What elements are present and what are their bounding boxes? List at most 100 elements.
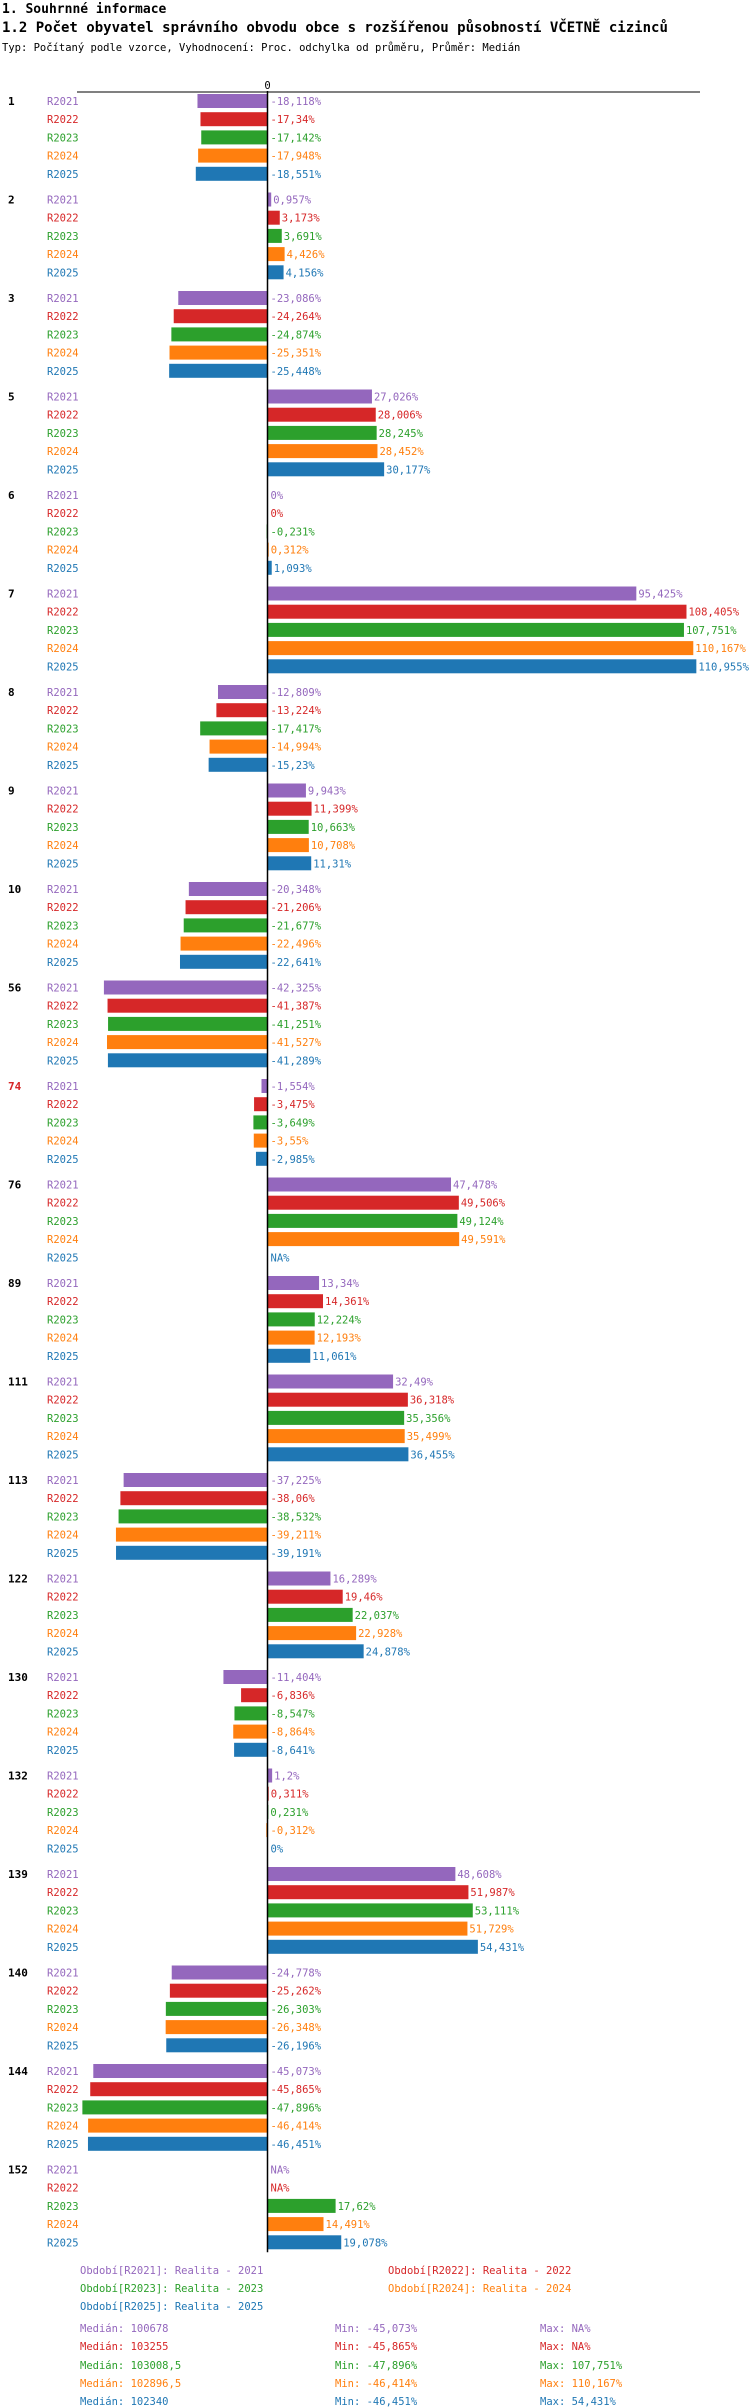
series-label-56-R2023: R2023 [47, 1019, 79, 1031]
series-label-7-R2024: R2024 [47, 643, 79, 655]
value-label-9-R2023: 10,663% [311, 822, 356, 834]
value-label-56-R2021: -42,325% [271, 983, 322, 995]
bar-111-R2023 [267, 1410, 405, 1425]
legend-entry: Období[R2024]: Realita - 2024 [388, 2283, 572, 2295]
series-label-89-R2025: R2025 [47, 1351, 79, 1363]
value-label-2-R2025: 4,156% [286, 267, 325, 279]
series-label-5-R2023: R2023 [47, 428, 79, 440]
group-label-10: 10 [8, 883, 21, 896]
bar-76-R2024 [267, 1232, 460, 1247]
value-label-9-R2024: 10,708% [311, 840, 356, 852]
value-label-122-R2023: 22,037% [355, 1610, 400, 1622]
value-label-5-R2025: 30,177% [386, 464, 431, 476]
bar-6-R2025 [267, 560, 272, 575]
value-label-89-R2023: 12,224% [317, 1314, 362, 1326]
series-label-8-R2021: R2021 [47, 687, 79, 699]
value-label-5-R2022: 28,006% [378, 410, 423, 422]
bar-139-R2024 [267, 1921, 468, 1936]
series-label-10-R2021: R2021 [47, 884, 79, 896]
value-label-10-R2023: -21,677% [271, 920, 322, 932]
series-label-10-R2025: R2025 [47, 957, 79, 969]
series-label-76-R2024: R2024 [47, 1234, 79, 1246]
series-label-7-R2025: R2025 [47, 661, 79, 673]
value-label-132-R2025: 0% [271, 1843, 284, 1855]
group-label-139: 139 [8, 1868, 28, 1881]
series-label-111-R2024: R2024 [47, 1431, 79, 1443]
series-label-7-R2023: R2023 [47, 625, 79, 637]
series-label-56-R2022: R2022 [47, 1001, 79, 1013]
bar-132-R2021 [267, 1768, 273, 1783]
value-label-74-R2021: -1,554% [271, 1081, 316, 1093]
bar-7-R2021 [267, 586, 637, 601]
value-label-10-R2025: -22,641% [271, 957, 322, 969]
bar-140-R2024 [165, 2020, 268, 2035]
series-label-2-R2025: R2025 [47, 267, 79, 279]
series-label-7-R2022: R2022 [47, 607, 79, 619]
bar-8-R2024 [209, 739, 268, 754]
series-label-9-R2021: R2021 [47, 786, 79, 798]
bar-113-R2025 [116, 1545, 268, 1560]
series-label-1-R2023: R2023 [47, 132, 79, 144]
group-label-1: 1 [8, 95, 15, 108]
value-label-152-R2024: 14,491% [326, 2219, 371, 2231]
value-label-6-R2023: -0,231% [271, 526, 316, 538]
bar-74-R2021 [261, 1079, 268, 1093]
series-label-152-R2024: R2024 [47, 2219, 79, 2231]
stat-max: Max: NA% [540, 2323, 591, 2335]
series-label-132-R2021: R2021 [47, 1771, 79, 1783]
value-label-132-R2024: -0,312% [271, 1825, 316, 1837]
bar-9-R2024 [267, 838, 309, 853]
group-label-152: 152 [8, 2164, 28, 2177]
series-label-111-R2022: R2022 [47, 1395, 79, 1407]
value-label-140-R2023: -26,303% [271, 2004, 322, 2016]
bar-122-R2024 [267, 1626, 357, 1641]
value-label-144-R2025: -46,451% [271, 2139, 322, 2151]
bar-144-R2023 [82, 2100, 268, 2115]
bar-111-R2024 [267, 1429, 405, 1444]
series-label-6-R2025: R2025 [47, 563, 79, 575]
series-label-130-R2024: R2024 [47, 1727, 79, 1739]
series-label-89-R2023: R2023 [47, 1314, 79, 1326]
bar-chart: 0 1 R2021 -18,118% R2022 -17,34% R2023 -17,142%… [8, 80, 750, 2253]
bar-139-R2021 [267, 1867, 456, 1881]
group-label-140: 140 [8, 1967, 28, 1980]
series-label-111-R2025: R2025 [47, 1449, 79, 1461]
series-label-74-R2022: R2022 [47, 1099, 79, 1111]
series-label-56-R2025: R2025 [47, 1055, 79, 1067]
series-label-122-R2021: R2021 [47, 1574, 79, 1586]
value-label-3-R2022: -24,264% [271, 311, 322, 323]
series-label-6-R2022: R2022 [47, 508, 79, 520]
series-label-132-R2022: R2022 [47, 1789, 79, 1801]
series-label-6-R2023: R2023 [47, 526, 79, 538]
series-label-113-R2025: R2025 [47, 1548, 79, 1560]
bar-2-R2023 [267, 228, 282, 243]
value-label-2-R2024: 4,426% [287, 249, 326, 261]
series-label-2-R2021: R2021 [47, 195, 79, 207]
value-label-6-R2024: 0,312% [271, 545, 310, 557]
group-label-5: 5 [8, 391, 15, 404]
series-label-130-R2025: R2025 [47, 1745, 79, 1757]
chart-subtitle: Typ: Počítaný podle vzorce, Vyhodnocení:… [2, 42, 521, 54]
bar-144-R2025 [87, 2136, 268, 2151]
value-label-1-R2024: -17,948% [271, 151, 322, 163]
value-label-111-R2023: 35,356% [406, 1413, 451, 1425]
series-label-144-R2024: R2024 [47, 2121, 79, 2133]
value-label-76-R2021: 47,478% [453, 1180, 498, 1192]
value-label-3-R2024: -25,351% [271, 348, 322, 360]
stat-min: Min: -45,073% [335, 2323, 418, 2335]
bar-1-R2021 [197, 94, 268, 108]
series-label-1-R2024: R2024 [47, 151, 79, 163]
stat-max: Max: NA% [540, 2341, 591, 2354]
value-label-113-R2023: -38,532% [271, 1511, 322, 1523]
bar-9-R2021 [267, 783, 306, 798]
bar-139-R2022 [267, 1885, 469, 1900]
series-label-3-R2023: R2023 [47, 329, 79, 341]
value-label-113-R2021: -37,225% [271, 1475, 322, 1487]
value-label-2-R2022: 3,173% [282, 213, 321, 225]
bar-3-R2022 [173, 309, 268, 324]
value-label-130-R2022: -6,836% [271, 1690, 316, 1702]
value-label-10-R2024: -22,496% [271, 939, 322, 951]
series-label-139-R2025: R2025 [47, 1942, 79, 1954]
bar-113-R2024 [115, 1527, 268, 1542]
series-label-74-R2023: R2023 [47, 1117, 79, 1129]
